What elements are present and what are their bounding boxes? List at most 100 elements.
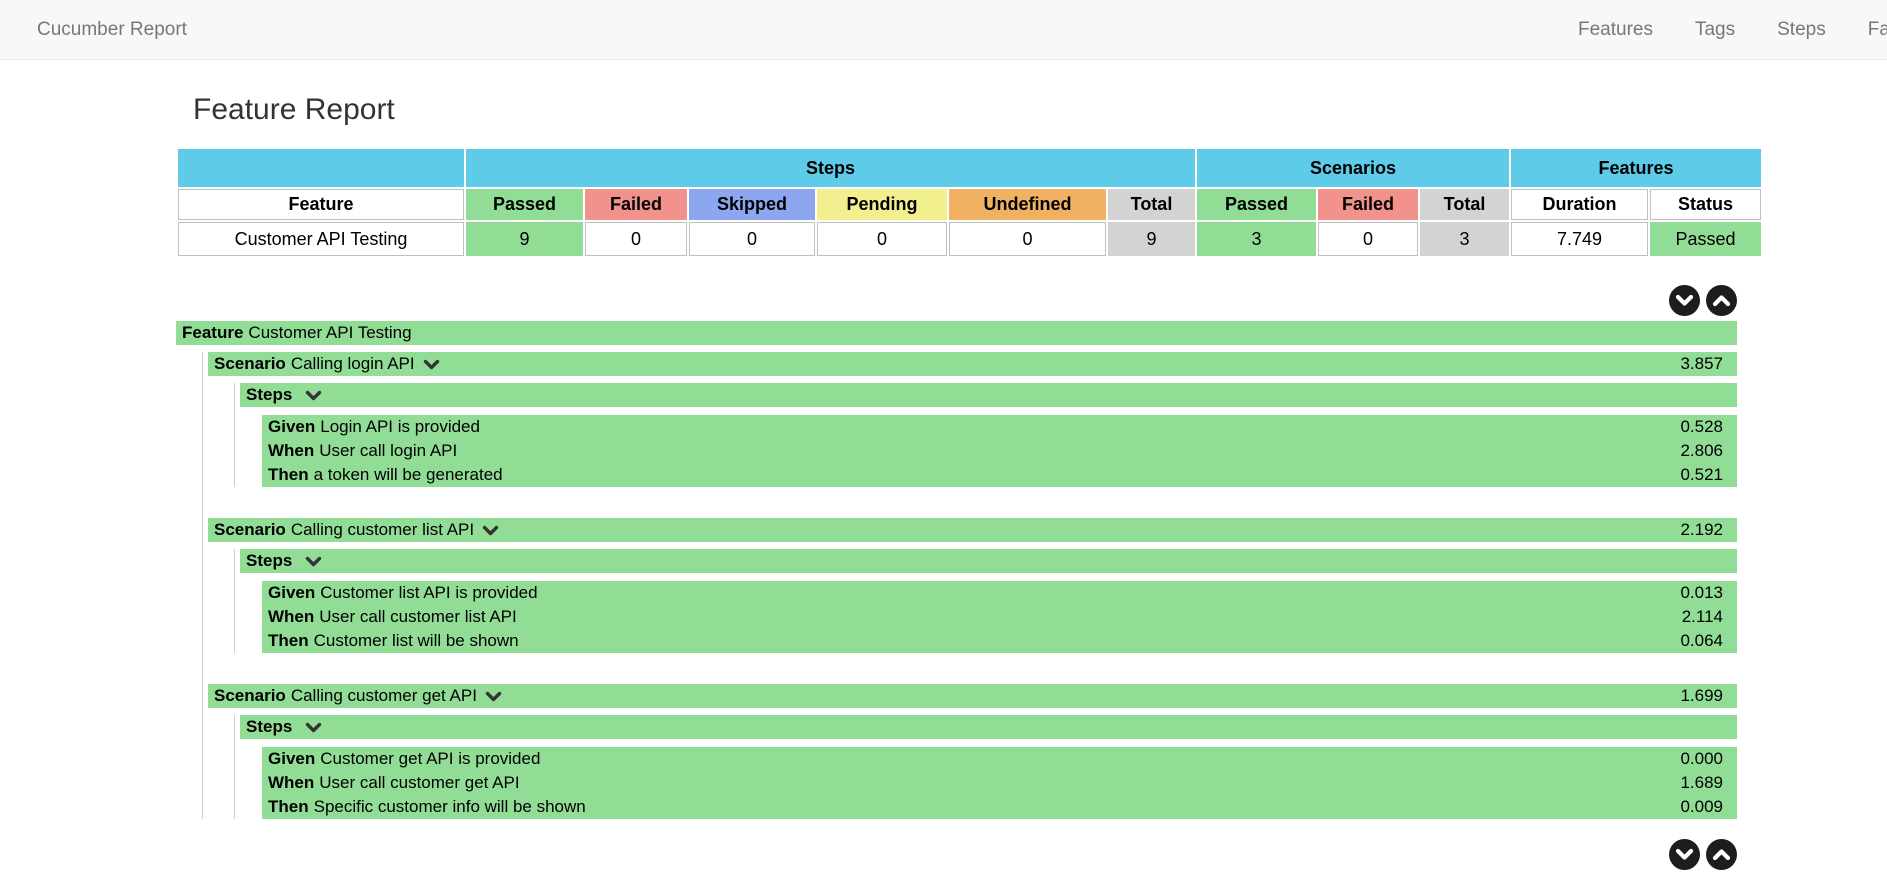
scenario-children: Steps Given Login API is provided 0.528 … [234,383,1737,487]
step-keyword: Then [268,797,309,816]
step-keyword: When [268,441,315,460]
col-header-steps-total: Total [1108,189,1195,220]
expand-all-button[interactable] [1669,285,1700,316]
chevron-down-icon [306,390,322,400]
collapse-all-button[interactable] [1706,285,1737,316]
step-duration: 0.528 [1680,417,1723,436]
steps-bar[interactable]: Steps [240,383,1737,407]
step-text: Customer list will be shown [313,631,519,650]
nav-item-tags[interactable]: Tags [1694,18,1736,40]
step-row: Then a token will be generated 0.521 [262,463,1737,487]
cell-feature-name: Customer API Testing [178,222,464,256]
step-rows: Given Customer list API is provided 0.01… [262,581,1737,653]
collapse-all-button[interactable] [1706,839,1737,870]
scenario-block: Scenario Calling login API 3.857 Steps G… [208,352,1737,487]
step-keyword: Given [268,417,316,436]
col-header-steps-passed: Passed [466,189,583,220]
chevron-down-icon [423,359,439,369]
scenario-block: Scenario Calling customer list API 2.192… [208,518,1737,653]
cell-scenarios-failed: 0 [1318,222,1418,256]
expand-all-button[interactable] [1669,839,1700,870]
cell-steps-pending: 0 [817,222,947,256]
cell-steps-failed: 0 [585,222,687,256]
tree-controls-bottom [176,839,1737,870]
col-header-scenarios-total: Total [1420,189,1510,220]
nav-item-steps[interactable]: Steps [1777,18,1826,40]
step-text: User call login API [319,441,458,460]
step-duration: 1.689 [1680,773,1723,792]
steps-bar[interactable]: Steps [240,549,1737,573]
chevron-up-icon [1712,849,1731,861]
summary-table: Steps Scenarios Features Feature Passed … [176,147,1763,258]
scenario-name: Calling login API [290,354,415,373]
scenario-bar[interactable]: Scenario Calling customer get API 1.699 [208,684,1737,708]
main-content: Feature Report Steps Scenarios Features … [176,93,1762,870]
cell-duration: 7.749 [1511,222,1649,256]
feature-bar: Feature Customer API Testing [176,321,1737,345]
chevron-down-icon [306,556,322,566]
brand-link[interactable]: Cucumber Report [37,18,187,40]
steps-label: Steps [246,551,293,570]
cell-steps-skipped: 0 [689,222,815,256]
step-row: Given Customer list API is provided 0.01… [262,581,1737,605]
col-header-scenarios-failed: Failed [1318,189,1418,220]
scenario-keyword: Scenario [214,686,286,705]
tree-controls-top [176,285,1737,316]
step-duration: 0.013 [1680,583,1723,602]
step-duration: 0.009 [1680,797,1723,816]
col-header-steps-pending: Pending [817,189,947,220]
step-row: When User call customer get API 1.689 [262,771,1737,795]
feature-name: Customer API Testing [248,323,412,342]
step-keyword: When [268,607,315,626]
scenario-duration: 3.857 [1680,354,1723,373]
step-text: Customer get API is provided [320,749,541,768]
step-keyword: When [268,773,315,792]
step-duration: 0.064 [1680,631,1723,650]
cell-steps-passed: 9 [466,222,583,256]
scenario-children: Steps Given Customer list API is provide… [234,549,1737,653]
nav-item-features[interactable]: Features [1578,18,1653,40]
step-duration: 0.521 [1680,465,1723,484]
page-title: Feature Report [193,93,395,126]
navbar: Cucumber Report Features Tags Steps Fail… [0,0,1887,60]
nav-menu: Features Tags Steps Failures [1557,0,1887,59]
scenario-name: Calling customer get API [290,686,477,705]
step-text: a token will be generated [313,465,503,484]
nav-item-failures[interactable]: Failures [1867,18,1887,40]
steps-label: Steps [246,385,293,404]
col-header-feature: Feature [178,189,464,220]
step-text: User call customer list API [319,607,517,626]
scenario-bar[interactable]: Scenario Calling login API 3.857 [208,352,1737,376]
step-row: When User call customer list API 2.114 [262,605,1737,629]
chevron-down-icon [1675,294,1694,306]
step-row: Given Customer get API is provided 0.000 [262,747,1737,771]
step-rows: Given Customer get API is provided 0.000… [262,747,1737,819]
scenario-keyword: Scenario [214,520,286,539]
step-duration: 2.806 [1680,441,1723,460]
cell-steps-total: 9 [1108,222,1195,256]
feature-children: Scenario Calling login API 3.857 Steps G… [202,352,1737,819]
cell-scenarios-passed: 3 [1197,222,1316,256]
steps-bar[interactable]: Steps [240,715,1737,739]
group-header-blank [178,149,464,187]
scenario-bar[interactable]: Scenario Calling customer list API 2.192 [208,518,1737,542]
step-text: Login API is provided [320,417,480,436]
step-duration: 2.114 [1681,607,1723,626]
scenario-keyword: Scenario [214,354,286,373]
scenario-children: Steps Given Customer get API is provided… [234,715,1737,819]
chevron-up-icon [1712,295,1731,307]
col-header-scenarios-passed: Passed [1197,189,1316,220]
step-keyword: Given [268,749,316,768]
chevron-down-icon [485,691,502,701]
step-text: User call customer get API [319,773,520,792]
step-keyword: Then [268,465,309,484]
scenario-duration: 1.699 [1680,686,1723,705]
cell-status: Passed [1650,222,1762,256]
col-header-steps-failed: Failed [585,189,687,220]
cell-scenarios-total: 3 [1420,222,1510,256]
col-header-status: Status [1650,189,1762,220]
steps-label: Steps [246,717,293,736]
group-header-features: Features [1511,149,1762,187]
col-header-steps-undefined: Undefined [949,189,1106,220]
step-duration: 0.000 [1680,749,1723,768]
